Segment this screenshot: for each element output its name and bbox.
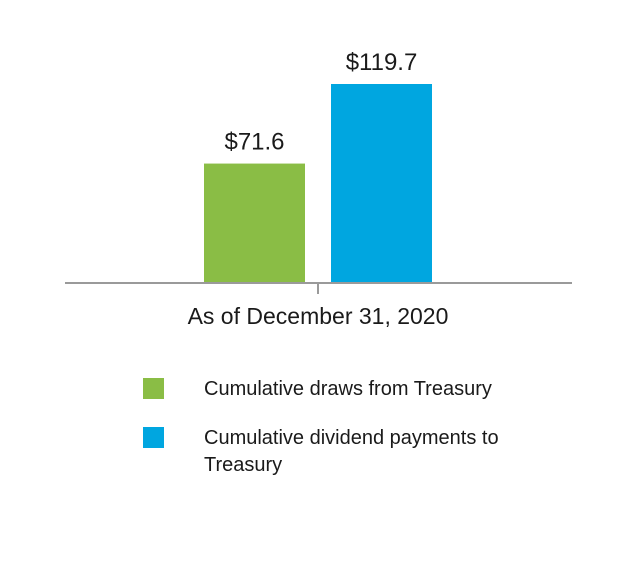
legend-swatch-dividends xyxy=(143,427,164,448)
bar-draws xyxy=(204,163,305,282)
x-tick-label: As of December 31, 2020 xyxy=(188,303,449,329)
legend-label-draws: Cumulative draws from Treasury xyxy=(204,378,492,400)
chart-legend: Cumulative draws from Treasury Cumulativ… xyxy=(143,376,563,501)
legend-label-dividends: Cumulative dividend payments to Treasury xyxy=(204,427,499,476)
legend-item-draws: Cumulative draws from Treasury xyxy=(143,376,563,403)
bar-dividends xyxy=(331,84,432,282)
legend-item-dividends: Cumulative dividend payments to Treasury xyxy=(143,425,563,479)
data-label-dividends: $119.7 xyxy=(346,49,418,76)
data-label-draws: $71.6 xyxy=(224,129,284,156)
legend-swatch-draws xyxy=(143,378,164,399)
